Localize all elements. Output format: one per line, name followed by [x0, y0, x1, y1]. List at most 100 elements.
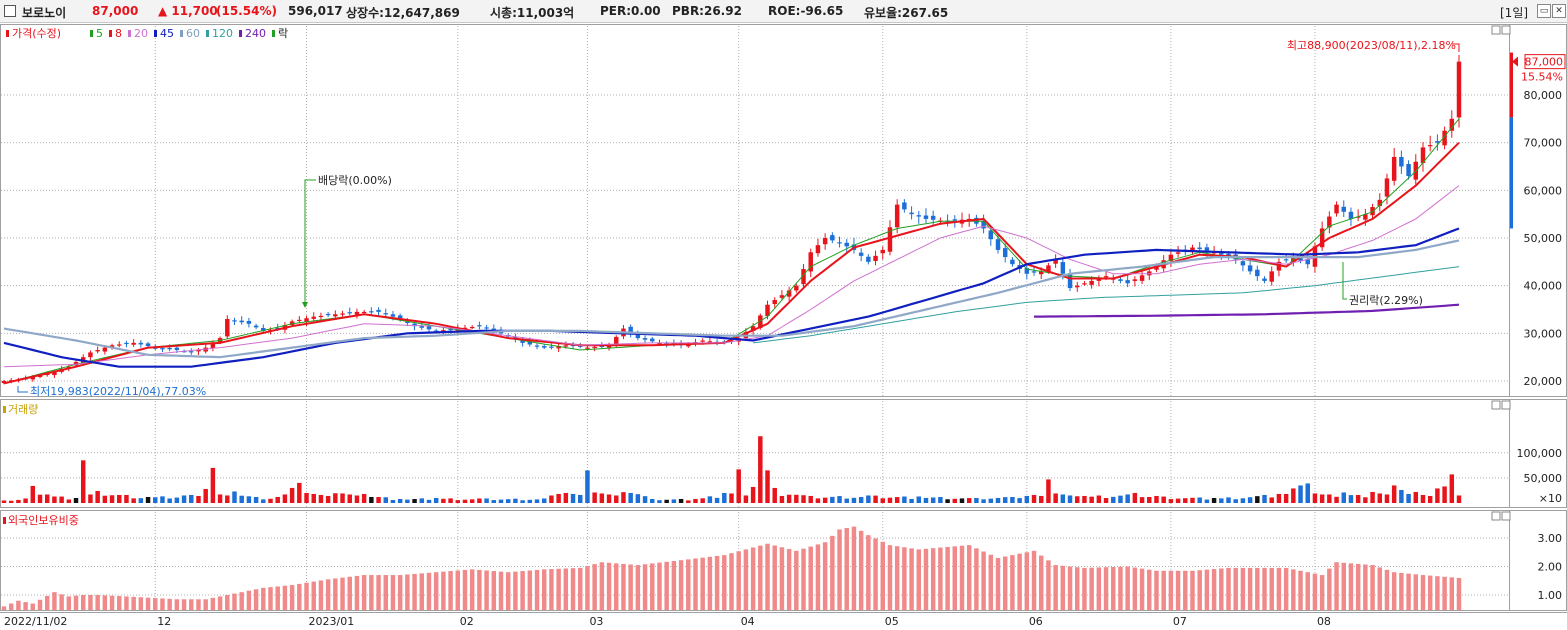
volume-bar — [513, 498, 518, 503]
volume-bar — [325, 495, 331, 503]
price-candle — [527, 341, 533, 345]
foreign-bar — [16, 600, 21, 610]
volume-bar — [441, 498, 446, 503]
price-candle — [1327, 216, 1332, 228]
volume-bar — [30, 485, 36, 503]
price-y-tick: 60,000 — [1524, 184, 1563, 197]
foreign-bar — [945, 546, 950, 610]
price-candle — [1038, 271, 1044, 275]
foreign-bar — [1327, 568, 1332, 610]
volume-value: 596,017 — [288, 4, 343, 18]
volume-bar — [1291, 488, 1296, 503]
foreign-bar — [347, 576, 352, 610]
volume-bar — [772, 487, 777, 503]
price-candle — [1319, 228, 1325, 248]
volume-bar — [239, 495, 244, 503]
price-panel-close-icon[interactable] — [1501, 25, 1511, 35]
foreign-bar — [887, 545, 893, 610]
volume-bar — [131, 498, 136, 503]
price-candle — [606, 345, 612, 348]
foreign-bar — [1291, 569, 1296, 610]
volume-bar — [246, 496, 252, 503]
volume-bar — [1031, 494, 1037, 503]
volume-bar — [397, 498, 403, 503]
foreign-bar — [628, 564, 633, 610]
volume-bar — [822, 497, 828, 503]
price-candle — [1175, 252, 1181, 254]
price-candle — [333, 314, 338, 317]
volume-bar — [1377, 493, 1383, 503]
volume-bar — [873, 495, 878, 503]
price-candle — [873, 255, 878, 261]
restore-icon[interactable]: ▭ — [1537, 4, 1551, 18]
volume-panel-close-icon[interactable] — [1501, 400, 1511, 410]
foreign-bar — [1010, 555, 1015, 610]
volume-bar — [8, 500, 14, 503]
foreign-bar — [1017, 553, 1022, 610]
price-candle — [902, 202, 907, 210]
link-checkbox[interactable] — [4, 5, 16, 17]
volume-bar — [174, 497, 180, 503]
x-axis-label: 04 — [741, 615, 755, 628]
volume-bar — [1420, 494, 1426, 503]
price-candle — [160, 348, 165, 350]
price-candle — [325, 313, 331, 316]
foreign-bar — [938, 547, 943, 610]
volume-bar — [959, 498, 965, 503]
volume-bar — [1262, 494, 1267, 503]
volume-bar — [750, 486, 756, 503]
price-candle — [549, 346, 554, 348]
price-candle — [361, 311, 367, 314]
volume-bar — [1154, 495, 1159, 503]
foreign-bar — [621, 563, 626, 610]
price-candle — [1197, 247, 1202, 250]
volume-bar — [383, 497, 388, 503]
volume-bar — [1298, 485, 1303, 503]
x-axis-label: 02 — [460, 615, 474, 628]
foreign-panel-maximize-icon[interactable] — [1491, 511, 1501, 521]
volume-bar — [1399, 489, 1404, 503]
price-candle — [484, 327, 489, 329]
foreign-bar — [606, 562, 612, 610]
price-panel-maximize-icon[interactable] — [1491, 25, 1501, 35]
foreign-bar — [1312, 573, 1318, 610]
foreign-bar — [642, 564, 648, 610]
volume-bar — [1391, 485, 1397, 503]
volume-bar — [1427, 495, 1433, 503]
foreign-bar — [1190, 570, 1195, 610]
volume-bar — [988, 498, 994, 503]
volume-bar — [145, 496, 151, 503]
stock-name: 보로노이 — [22, 6, 67, 20]
volume-bar — [930, 497, 936, 503]
volume-bar — [1255, 496, 1260, 503]
low-annotation: 최저19,983(2022/11/04),77.03% — [30, 385, 206, 398]
market-cap: 시총:11,003억 — [490, 6, 575, 20]
price-candle — [1435, 141, 1440, 143]
volume-bar — [289, 487, 295, 503]
volume-bar — [786, 494, 792, 503]
foreign-bar — [1456, 577, 1462, 610]
foreign-bar — [397, 575, 403, 610]
period-selector[interactable]: [1일] — [1500, 6, 1529, 20]
volume-bar — [153, 497, 158, 503]
price-candle — [1355, 216, 1361, 218]
foreign-bar — [1211, 569, 1217, 610]
close-icon[interactable]: ✕ — [1552, 4, 1566, 18]
price-candle — [1348, 211, 1354, 219]
foreign-panel-close-icon[interactable] — [1501, 511, 1511, 521]
price-candle — [894, 204, 900, 228]
price-candle — [988, 230, 994, 240]
price-candle — [1427, 145, 1433, 147]
foreign-bar — [109, 595, 115, 610]
volume-bar — [1190, 497, 1195, 503]
foreign-bar — [1118, 566, 1123, 610]
volume-bar — [261, 499, 266, 503]
price-candle — [448, 328, 453, 331]
foreign-bar — [80, 595, 86, 610]
foreign-bar — [556, 568, 561, 610]
foreign-bar — [369, 575, 374, 610]
volume-bar — [801, 495, 806, 503]
price-candle — [289, 321, 295, 325]
volume-panel-maximize-icon[interactable] — [1491, 400, 1501, 410]
volume-bar — [592, 492, 597, 503]
